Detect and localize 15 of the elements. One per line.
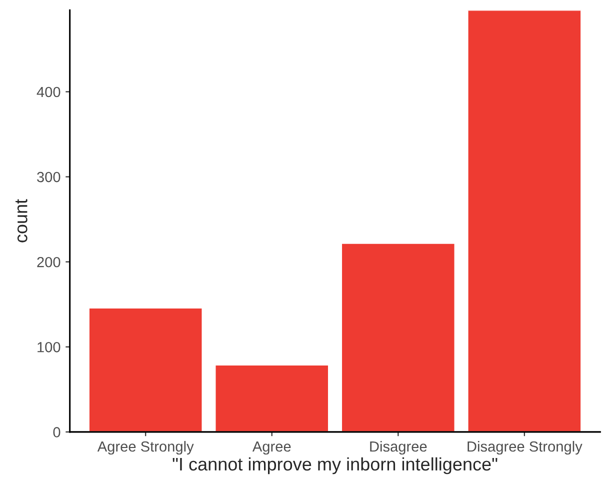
y-tick-label: 200 [37, 256, 60, 268]
bar [214, 364, 330, 432]
bar [466, 10, 582, 432]
x-tick-label: Disagree Strongly [468, 440, 582, 455]
bar [88, 307, 204, 432]
y-tick-label: 0 [53, 427, 60, 438]
y-tick-label: 400 [36, 86, 60, 98]
x-tick-label: Agree [252, 442, 291, 455]
x-tick-label: Disagree [370, 440, 427, 455]
x-tick-label: Agree Strongly [97, 440, 194, 455]
x-axis-title: "I cannot improve my inborn intelligence" [172, 457, 498, 474]
y-tick-label: 100 [38, 342, 60, 352]
y-tick-label: 300 [37, 172, 60, 182]
y-axis-title: count [16, 199, 28, 242]
bar [340, 242, 456, 432]
